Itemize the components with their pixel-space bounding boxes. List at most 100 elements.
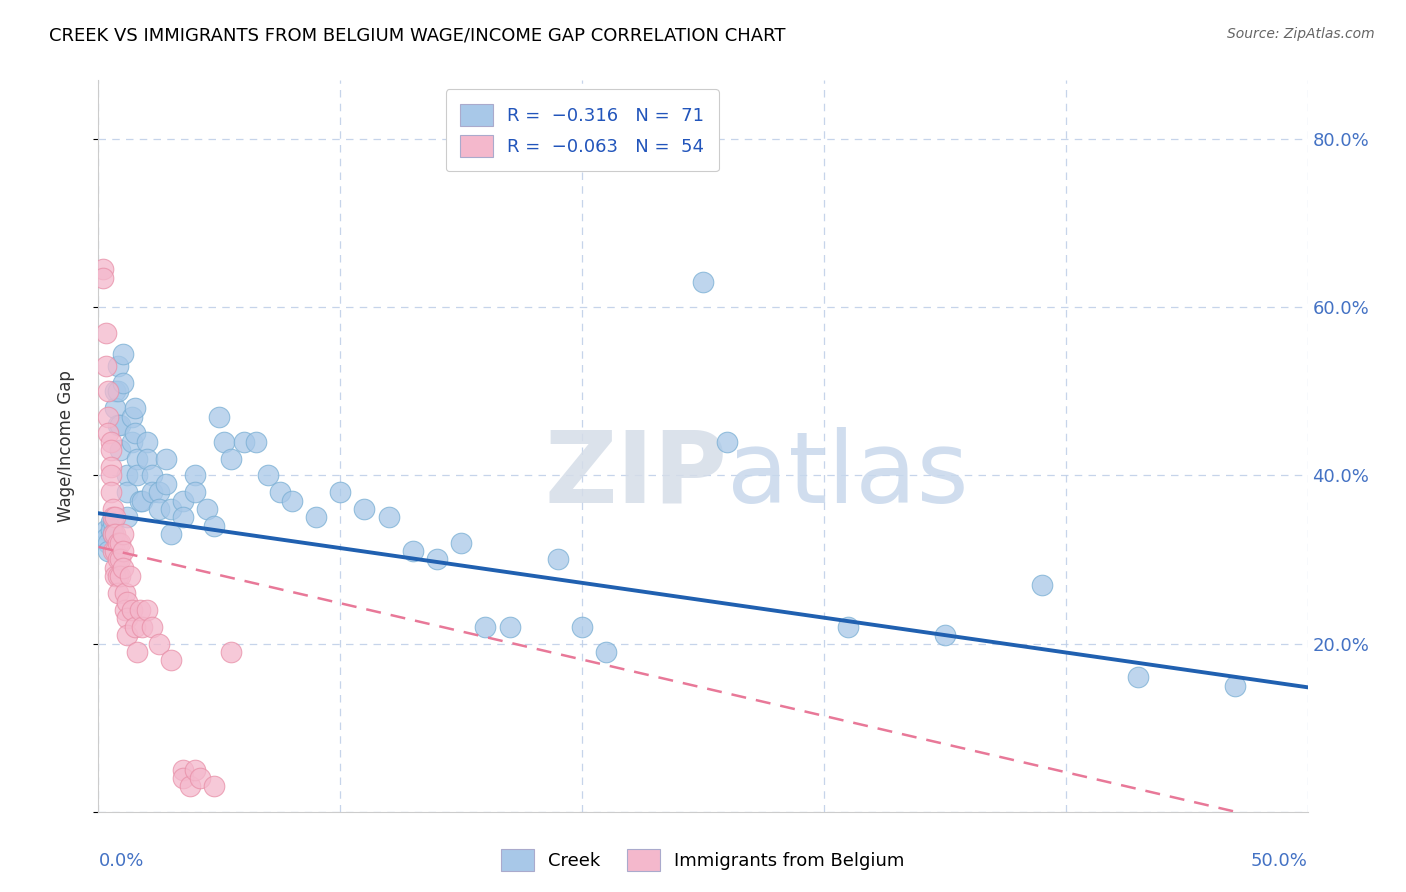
Point: [94, 359, 117, 373]
Point: [104, 561, 127, 575]
Point: [188, 771, 211, 785]
Point: [127, 645, 149, 659]
Point: [117, 628, 139, 642]
Point: [474, 620, 496, 634]
Point: [281, 493, 304, 508]
Point: [100, 443, 122, 458]
Point: [101, 527, 124, 541]
Point: [97, 426, 120, 441]
Text: ZIP: ZIP: [544, 426, 727, 524]
Point: [111, 527, 134, 541]
Point: [114, 603, 136, 617]
Point: [329, 485, 352, 500]
Point: [127, 451, 149, 466]
Point: [121, 409, 143, 424]
Point: [108, 417, 131, 432]
Point: [104, 569, 127, 583]
Point: [131, 493, 153, 508]
Point: [108, 552, 131, 566]
Point: [101, 515, 124, 529]
Point: [131, 620, 153, 634]
Point: [135, 603, 157, 617]
Point: [111, 346, 134, 360]
Point: [127, 468, 149, 483]
Point: [692, 275, 714, 289]
Legend: Creek, Immigrants from Belgium: Creek, Immigrants from Belgium: [494, 842, 912, 879]
Point: [135, 451, 157, 466]
Point: [141, 468, 163, 483]
Point: [172, 510, 194, 524]
Point: [100, 515, 122, 529]
Point: [100, 523, 122, 537]
Point: [204, 780, 226, 794]
Point: [108, 535, 131, 549]
Text: 0.0%: 0.0%: [98, 852, 143, 870]
Point: [716, 434, 738, 449]
Text: CREEK VS IMMIGRANTS FROM BELGIUM WAGE/INCOME GAP CORRELATION CHART: CREEK VS IMMIGRANTS FROM BELGIUM WAGE/IN…: [49, 27, 786, 45]
Point: [104, 510, 127, 524]
Point: [100, 485, 122, 500]
Point: [204, 519, 226, 533]
Point: [184, 468, 207, 483]
Point: [155, 476, 177, 491]
Point: [141, 485, 163, 500]
Point: [104, 384, 127, 399]
Point: [107, 359, 129, 373]
Text: 50.0%: 50.0%: [1251, 852, 1308, 870]
Point: [498, 620, 520, 634]
Text: Source: ZipAtlas.com: Source: ZipAtlas.com: [1227, 27, 1375, 41]
Point: [1223, 679, 1246, 693]
Point: [1128, 670, 1150, 684]
Point: [117, 468, 139, 483]
Point: [402, 544, 425, 558]
Point: [107, 535, 129, 549]
Point: [172, 493, 194, 508]
Y-axis label: Wage/Income Gap: Wage/Income Gap: [56, 370, 75, 522]
Point: [100, 468, 122, 483]
Point: [128, 493, 150, 508]
Point: [160, 502, 183, 516]
Point: [111, 376, 134, 390]
Point: [107, 586, 129, 600]
Point: [160, 527, 183, 541]
Point: [256, 468, 278, 483]
Point: [111, 544, 134, 558]
Point: [114, 586, 136, 600]
Point: [353, 502, 375, 516]
Point: [124, 401, 146, 416]
Point: [221, 451, 243, 466]
Point: [111, 561, 134, 575]
Point: [184, 485, 207, 500]
Point: [97, 535, 120, 549]
Point: [104, 527, 127, 541]
Point: [91, 262, 114, 277]
Point: [101, 510, 124, 524]
Point: [107, 569, 129, 583]
Point: [118, 569, 141, 583]
Point: [208, 409, 231, 424]
Point: [934, 628, 956, 642]
Point: [426, 552, 449, 566]
Point: [172, 771, 194, 785]
Point: [148, 636, 170, 650]
Point: [148, 485, 170, 500]
Point: [221, 645, 243, 659]
Point: [104, 544, 127, 558]
Point: [141, 620, 163, 634]
Point: [117, 594, 139, 608]
Point: [121, 603, 143, 617]
Point: [101, 502, 124, 516]
Point: [121, 434, 143, 449]
Point: [1031, 578, 1053, 592]
Point: [94, 326, 117, 340]
Point: [155, 451, 177, 466]
Point: [97, 409, 120, 424]
Point: [107, 417, 129, 432]
Point: [117, 611, 139, 625]
Point: [107, 384, 129, 399]
Point: [117, 510, 139, 524]
Point: [450, 535, 472, 549]
Point: [124, 620, 146, 634]
Point: [245, 434, 267, 449]
Point: [184, 763, 207, 777]
